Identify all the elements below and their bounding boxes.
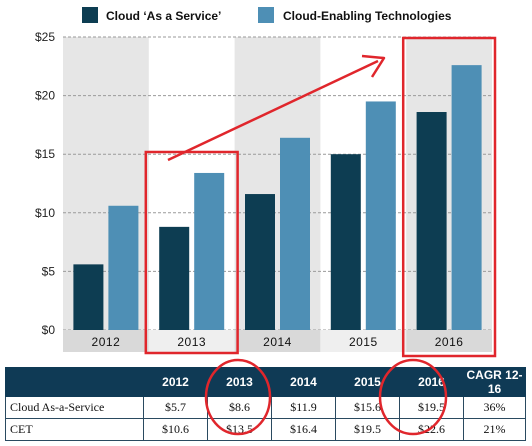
table-cell: 21% [463,418,526,441]
x-axis: 2012 2013 2014 2015 2016 [63,330,492,352]
bar-cloud-as-a-service [416,112,447,331]
annotations [144,36,497,358]
legend-label-cloud-as-a-service: Cloud ‘As a Service’ [106,9,221,23]
row-label: Cloud As-a-Service [5,396,144,419]
table-header-cell: 2015 [335,367,400,397]
legend: Cloud ‘As a Service’ Cloud-Enabling Tech… [82,7,452,23]
bar-cloud-as-a-service [330,154,361,330]
bar-cloud-enabling-technologies [280,137,310,330]
bar-cloud-enabling-technologies [194,172,225,330]
table-header-cell: 2016 [399,367,464,397]
bars [73,65,482,331]
table-cell: $5.7 [143,396,208,419]
table-cell: $8.6 [207,396,272,419]
table-header-cell: CAGR 12-16 [463,367,526,397]
x-tick-label: 2016 [435,335,464,349]
table-cell: 36% [463,396,526,419]
y-tick-label: $0 [42,323,56,337]
table-header-row: 2012 2013 2014 2015 2016 CAGR 12-16 [5,367,526,397]
x-label-cell [63,330,149,352]
legend-swatch-cloud-as-a-service [82,7,98,23]
table-cell: $13.5 [207,418,272,441]
y-tick-label: $25 [35,30,55,44]
y-tick-label: $20 [35,89,55,103]
table-cell: $19.5 [335,418,400,441]
x-tick-label: 2014 [263,335,292,349]
x-label-cell [148,330,235,352]
table-header-cell: 2013 [207,367,272,397]
highlight-box-2016 [401,36,497,358]
bar-cloud-enabling-technologies [451,65,482,331]
row-label: CET [5,418,144,441]
trend-arrow-head [361,54,386,78]
y-tick-label: $10 [35,206,55,220]
y-tick-label: $5 [42,264,56,278]
bar-cloud-as-a-service [73,264,104,330]
table-header-cell: 2012 [143,367,208,397]
x-label-cell [406,330,492,352]
y-axis: $0 $5 $10 $15 $20 $25 [35,30,55,337]
x-label-cell [234,330,321,352]
table-cell: $19.5 [399,396,464,419]
data-table: 2012 2013 2014 2015 2016 CAGR 12-16 Clou… [5,367,526,441]
bar-chart: $0 $5 $10 $15 $20 $25 2012 2013 2014 2015 2016 Cl… [35,7,497,358]
table-cell: $16.4 [271,418,336,441]
x-tick-label: 2013 [177,335,206,349]
table-cell: $15.6 [335,396,400,419]
y-tick-label: $15 [35,147,55,161]
x-tick-label: 2015 [349,335,378,349]
table-cell: $22.6 [399,418,464,441]
table-header-cell: 2014 [271,367,336,397]
table-row: CET $10.6 $13.5 $16.4 $19.5 $22.6 21% [5,418,526,441]
legend-label-cloud-enabling-technologies: Cloud-Enabling Technologies [283,9,452,23]
bar-cloud-enabling-technologies [365,101,396,331]
table-header-cell [5,367,144,397]
table-row: Cloud As-a-Service $5.7 $8.6 $11.9 $15.6… [5,396,526,419]
x-tick-label: 2012 [92,335,121,349]
highlight-box-2013 [144,150,239,355]
bar-cloud-as-a-service [159,226,190,330]
table-cell: $10.6 [143,418,208,441]
trend-arrow-line [167,59,379,162]
table-cell: $11.9 [271,396,336,419]
bar-cloud-enabling-technologies [108,205,139,330]
legend-swatch-cloud-enabling-technologies [258,7,274,23]
x-label-cell [320,330,407,352]
bar-cloud-as-a-service [245,194,275,330]
